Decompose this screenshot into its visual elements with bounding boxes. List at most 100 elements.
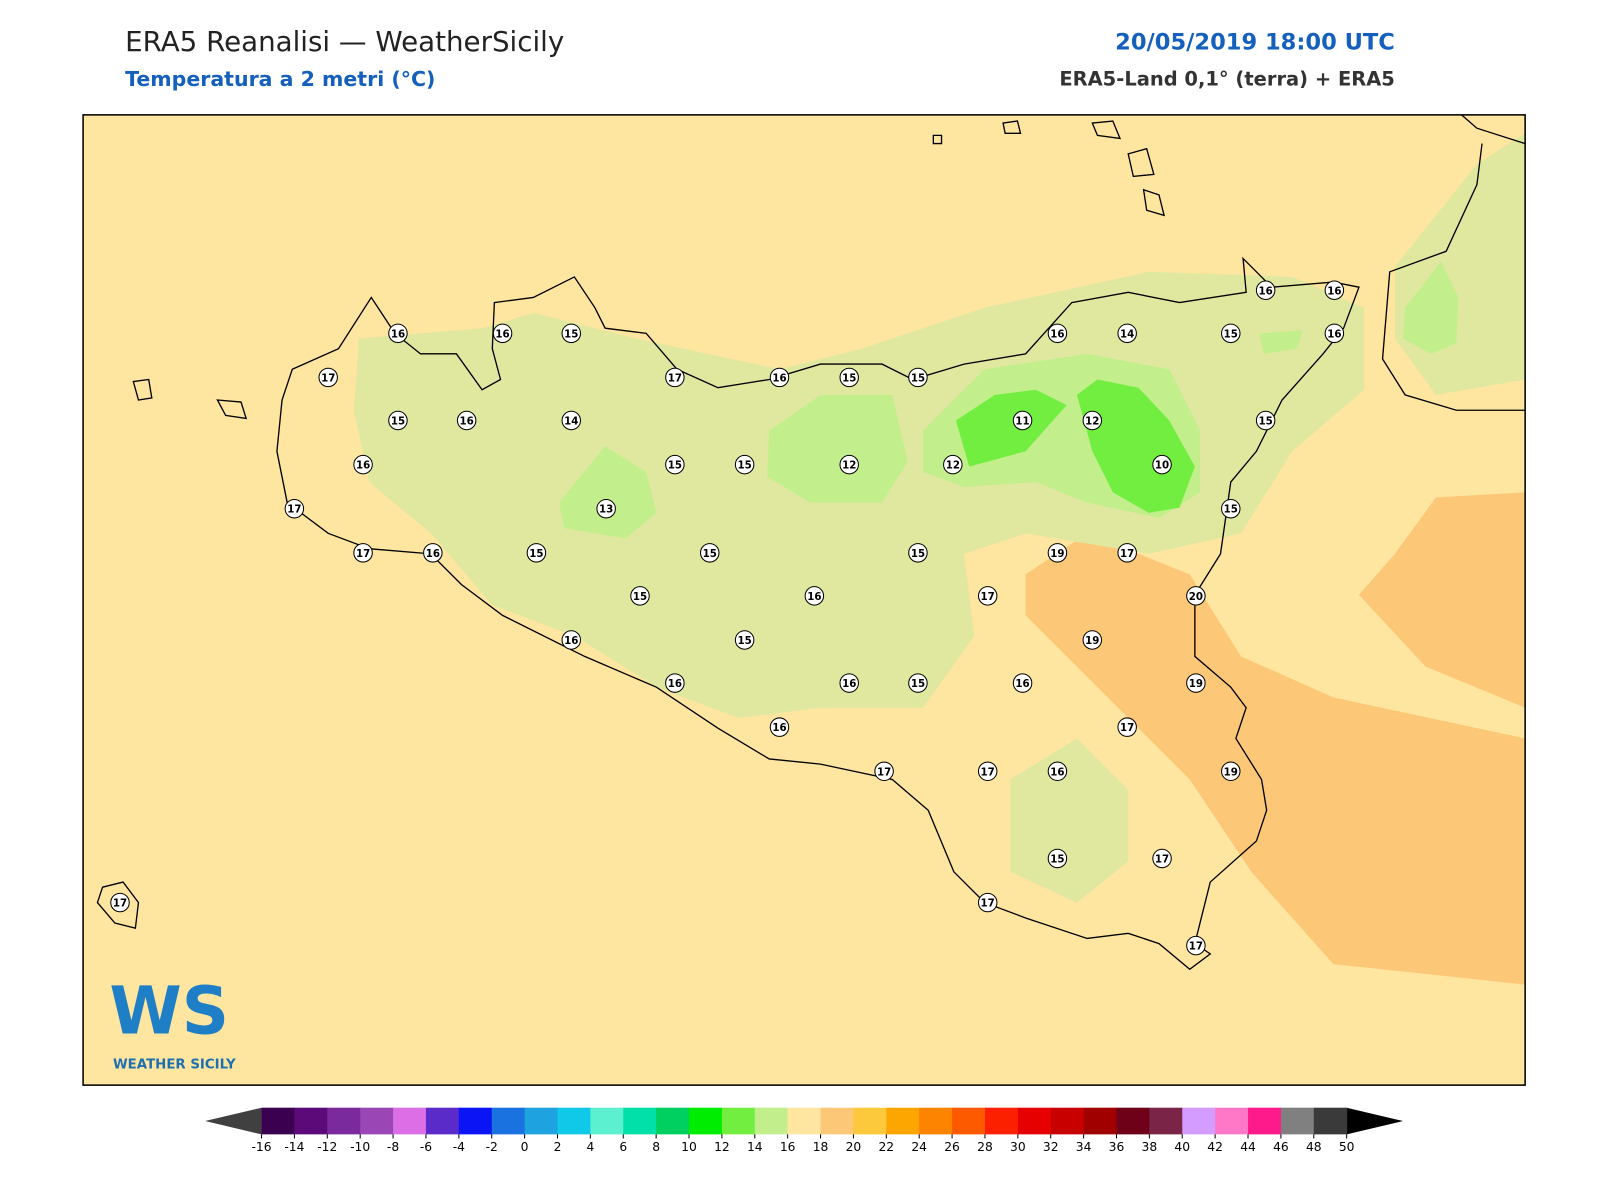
station-value: 17 [1155, 853, 1169, 865]
station-marker [456, 410, 477, 431]
station-value: 19 [1085, 635, 1099, 647]
colorbar-segment [458, 1107, 493, 1135]
station-marker [1117, 717, 1137, 737]
station-marker [665, 367, 685, 388]
colorbar-segment [1149, 1107, 1183, 1135]
subtitle: Temperatura a 2 metri (°C) [125, 67, 435, 91]
colorbar-tick-label: 22 [878, 1140, 894, 1154]
colorbar-segment [787, 1107, 822, 1135]
colorbar-tick-label: 44 [1240, 1140, 1256, 1154]
colorbar-tick-label: 10 [681, 1140, 697, 1154]
station-marker [908, 543, 928, 563]
station-marker [839, 454, 859, 475]
station-value: 16 [772, 372, 786, 384]
date: 20/05/2019 18:00 UTC [1115, 30, 1395, 56]
station-marker [353, 543, 373, 563]
colorbar-tick-label: 28 [977, 1140, 993, 1154]
station-value: 16 [426, 548, 440, 560]
colorbar-over [1346, 1107, 1404, 1135]
station-value: 11 [1015, 416, 1029, 428]
station-value: 15 [911, 678, 925, 690]
station-marker [874, 761, 894, 782]
colorbar-segment [984, 1107, 1019, 1135]
coastline [276, 256, 1360, 971]
station-value: 14 [564, 416, 578, 428]
station-value: 12 [842, 460, 856, 472]
colorbar-tick-label: 4 [586, 1140, 594, 1154]
colorbar-segment [1083, 1107, 1118, 1135]
colorbar-tick-label: 16 [780, 1140, 796, 1154]
station-value: 12 [946, 460, 960, 472]
colorbar-segment [1313, 1107, 1348, 1135]
colorbar-segment [1050, 1107, 1085, 1135]
colorbar-segment [360, 1107, 394, 1135]
colorbar-tick-label: 0 [521, 1140, 529, 1154]
station-value: 16 [1327, 328, 1341, 340]
station-marker [423, 543, 443, 563]
station-marker [318, 367, 338, 388]
colorbar-segment [491, 1107, 526, 1135]
title: ERA5 Reanalisi — WeatherSicily [125, 25, 564, 58]
station-marker [561, 630, 582, 650]
station-value: 15 [737, 460, 751, 472]
station-marker [284, 498, 305, 519]
station-marker [977, 892, 998, 913]
station-marker [1047, 761, 1068, 782]
station-value: 19 [1050, 548, 1064, 560]
colorbar-tick-label: -8 [387, 1140, 399, 1154]
station-marker [1047, 323, 1068, 344]
colorbar-segment [590, 1107, 624, 1135]
station-value: 17 [981, 766, 995, 778]
colorbar-under [205, 1107, 262, 1135]
station-value: 16 [668, 678, 682, 690]
logo-mark: WS [109, 973, 229, 1049]
station-value: 15 [911, 548, 925, 560]
station-value: 15 [842, 372, 856, 384]
station-value: 17 [877, 766, 891, 778]
station-value: 17 [321, 372, 335, 384]
station-marker [1221, 761, 1241, 782]
station-marker [665, 454, 685, 475]
colorbar-segment [623, 1107, 657, 1135]
station-marker [1117, 323, 1137, 344]
station-marker [1047, 848, 1068, 869]
station-marker [1255, 410, 1276, 431]
station-value: 15 [668, 460, 682, 472]
colorbar-segment [952, 1107, 986, 1135]
colorbar-tick-label: -2 [486, 1140, 498, 1154]
station-value: 16 [842, 678, 856, 690]
colorbar-segment [294, 1107, 328, 1135]
station-value: 16 [1327, 285, 1341, 297]
station-marker [734, 630, 755, 650]
colorbar-segment [557, 1107, 591, 1135]
colorbar-tick-label: 46 [1273, 1140, 1289, 1154]
colorbar-tick-label: 50 [1339, 1140, 1355, 1154]
station-value: 17 [1120, 548, 1134, 560]
station-value: 12 [1085, 416, 1099, 428]
station-marker [110, 892, 130, 913]
station-value: 15 [1224, 328, 1238, 340]
station-marker [1152, 454, 1172, 475]
colorbar-segment [689, 1107, 723, 1135]
station-value: 17 [287, 504, 301, 516]
colorbar-segment [853, 1107, 887, 1135]
colorbar-segment [656, 1107, 690, 1135]
station-marker [353, 454, 373, 475]
station-value: 15 [529, 548, 543, 560]
station-marker [1082, 630, 1103, 650]
station-value: 16 [495, 328, 509, 340]
station-marker [977, 586, 998, 606]
colorbar-tick-label: -14 [284, 1140, 304, 1154]
station-marker [1012, 673, 1033, 693]
station-marker [388, 410, 408, 431]
colorbar-tick-label: 20 [846, 1140, 862, 1154]
map: 16 16 15 17 17 16 15 15 15 16 14 16 15 15 12 17 13 17 16 15… [82, 114, 1526, 1086]
colorbar-segment [524, 1107, 558, 1135]
colorbar-segment [327, 1107, 361, 1135]
station-marker [734, 454, 755, 475]
source: ERA5-Land 0,1° (terra) + ERA5 [1059, 68, 1395, 91]
station-marker [1324, 323, 1345, 344]
station-value: 15 [1259, 416, 1273, 428]
station-marker [700, 543, 720, 563]
station-value: 14 [1120, 328, 1134, 340]
